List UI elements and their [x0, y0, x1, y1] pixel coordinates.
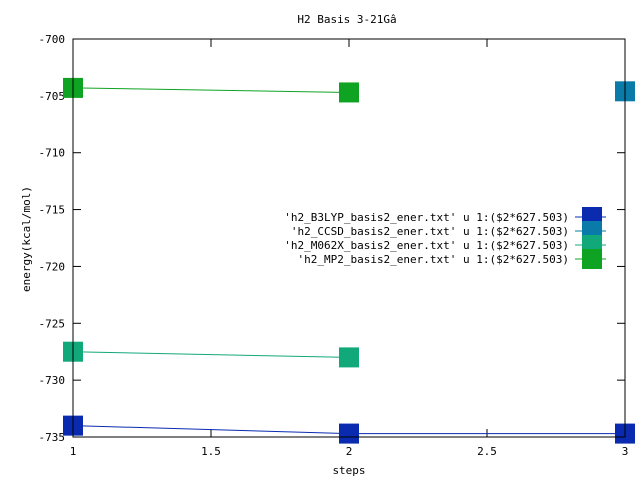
- y-tick-label: -735: [39, 431, 66, 444]
- legend-label: 'h2_B3LYP_basis2_ener.txt' u 1:($2*627.5…: [284, 211, 569, 224]
- y-tick-label: -725: [39, 317, 66, 330]
- x-tick-label: 1: [70, 445, 77, 458]
- y-tick-label: -715: [39, 204, 66, 217]
- x-tick-label: 2: [346, 445, 353, 458]
- legend-marker: [582, 249, 602, 269]
- data-point: [339, 82, 359, 103]
- legend-label: 'h2_MP2_basis2_ener.txt' u 1:($2*627.503…: [297, 253, 569, 266]
- legend: 'h2_B3LYP_basis2_ener.txt' u 1:($2*627.5…: [284, 207, 606, 269]
- legend-entry: 'h2_MP2_basis2_ener.txt' u 1:($2*627.503…: [297, 249, 606, 269]
- series-line: [72, 87, 350, 93]
- y-tick-label: -705: [39, 90, 66, 103]
- y-tick-label: -710: [39, 147, 66, 160]
- data-point: [339, 347, 359, 368]
- plot-frame: [72, 38, 626, 438]
- chart-title: H2 Basis 3-21Gâ: [297, 13, 396, 26]
- legend-label: 'h2_M062X_basis2_ener.txt' u 1:($2*627.5…: [284, 239, 569, 252]
- y-tick-label: -730: [39, 374, 66, 387]
- data-point: [339, 423, 359, 444]
- x-axis-label: steps: [332, 464, 365, 477]
- x-tick-label: 3: [622, 445, 629, 458]
- axis-ticks: 1 1.5 2 2.5 3 -735 -730 -725 -720 -715 -710 -705 -70…: [39, 33, 629, 458]
- x-tick-label: 2.5: [477, 445, 497, 458]
- y-tick-label: -700: [39, 33, 66, 46]
- y-axis-label: energy(kcal/mol): [20, 186, 33, 292]
- y-tick-label: -720: [39, 260, 66, 273]
- series-line: [72, 351, 350, 358]
- x-tick-label: 1.5: [201, 445, 221, 458]
- legend-label: 'h2_CCSD_basis2_ener.txt' u 1:($2*627.50…: [291, 225, 569, 238]
